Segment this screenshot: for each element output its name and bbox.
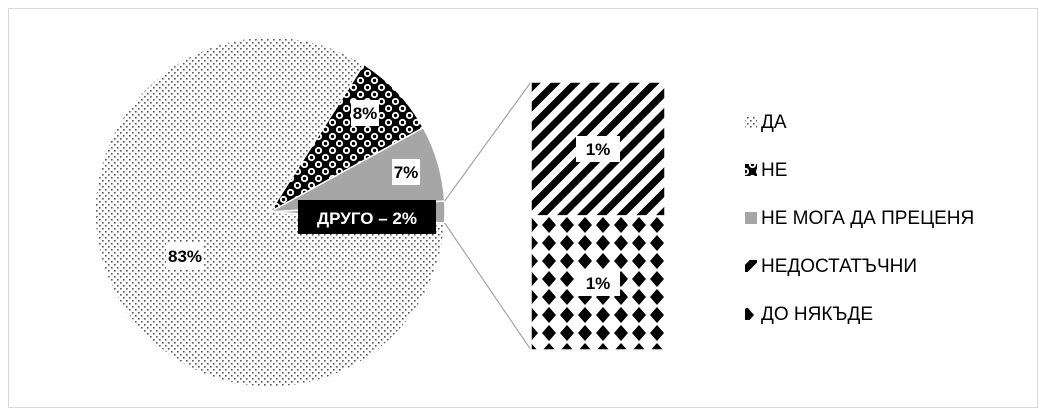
legend-label-ne: НЕ [761,160,787,181]
legend-label-do-nyakade: ДО НЯКЪДЕ [761,304,873,325]
legend-swatch-ne [745,164,757,176]
connector-lines [444,81,532,351]
data-labels-group: 83% 8% 7% ДРУГО – 2% 1% 1% [166,100,620,296]
data-label-nedostatachni: 1% [586,140,611,159]
label-bg-do-nyakade [576,270,620,296]
legend-label-nedostatachni: НЕДОСТАТЪЧНИ [761,256,917,277]
data-label-ne: 8% [353,104,378,123]
connector-line-top [444,81,532,202]
connector-line-bottom [444,222,532,351]
label-bg-nedostatachni [576,136,620,162]
legend-label-da: ДА [761,112,787,133]
data-label-ne-moga-da-prenetsenya: 7% [394,163,419,182]
legend-swatch-ne-moga-da-prenetsenya [745,212,757,224]
legend-swatch-da [745,116,757,128]
legend: ДА НЕ НЕ МОГА ДА ПРЕЦЕНЯ НЕДОСТАТЪЧНИ ДО НЯК… [745,112,974,325]
label-box-drugo [298,200,436,234]
data-label-drugo: ДРУГО – 2% [317,209,417,228]
legend-swatch-do-nyakade [745,308,757,320]
label-bg-da [166,243,204,269]
legend-swatch-nedostatachni [745,260,757,272]
data-label-da: 83% [168,247,202,266]
bar-stack-group [530,81,666,351]
label-bg-ne-moga-da-prenetsenya [392,159,420,185]
label-bg-ne [351,100,379,126]
legend-label-ne-moga-da-prenetsenya: НЕ МОГА ДА ПРЕЦЕНЯ [761,208,974,229]
data-label-do-nyakade: 1% [586,274,611,293]
